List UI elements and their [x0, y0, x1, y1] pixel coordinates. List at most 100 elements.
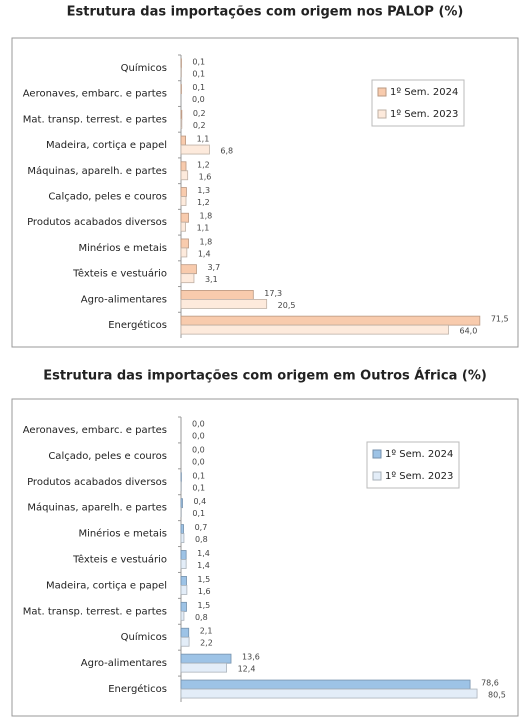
- bar: [180, 576, 187, 586]
- value-label: 1,5: [198, 601, 211, 610]
- value-label: 1,2: [197, 198, 210, 207]
- value-label: 0,0: [192, 95, 205, 104]
- value-label: 0,1: [192, 69, 205, 78]
- value-label: 1,8: [200, 212, 213, 221]
- value-label: 0,0: [192, 419, 205, 428]
- value-label: 1,1: [197, 224, 210, 233]
- category-label: Têxteis e vestuário: [72, 268, 167, 280]
- bar: [180, 273, 195, 284]
- bar: [180, 498, 183, 509]
- category-label: Agro-alimentares: [81, 658, 167, 669]
- category-label: Agro-alimentares: [81, 294, 167, 305]
- value-label: 80,5: [488, 691, 506, 700]
- category-label: Aeronaves, embarc. e partes: [23, 425, 167, 436]
- bar: [180, 247, 188, 258]
- bar: [180, 221, 186, 232]
- chart-title: Estrutura das importações com origem nos…: [67, 5, 464, 20]
- value-label: 3,1: [205, 275, 218, 284]
- bar: [180, 679, 471, 690]
- category-label: Minérios e metais: [78, 528, 167, 540]
- bar: [180, 610, 185, 621]
- bar: [180, 524, 184, 534]
- value-label: 1,5: [198, 575, 211, 584]
- legend-label: 1º Sem. 2023: [385, 471, 453, 482]
- value-label: 12,4: [238, 665, 256, 674]
- category-label: Calçado, peles e couros: [48, 451, 167, 462]
- legend-box: [366, 441, 460, 489]
- value-label: 0,0: [192, 431, 205, 440]
- bar: [180, 264, 197, 275]
- bar: [180, 653, 232, 664]
- value-label: 0,1: [192, 483, 205, 492]
- bar: [180, 550, 187, 560]
- category-label: Químicos: [121, 631, 167, 643]
- value-label: 64,0: [459, 327, 477, 336]
- bar: [180, 187, 187, 197]
- bar: [180, 299, 268, 309]
- category-label: Aeronaves, embarc. e partes: [23, 89, 167, 100]
- value-label: 0,1: [192, 57, 205, 66]
- value-label: 0,4: [193, 497, 206, 506]
- value-label: 1,4: [198, 249, 211, 258]
- bar: [180, 601, 187, 612]
- category-label: Minérios e metais: [78, 242, 167, 254]
- value-label: 1,4: [197, 561, 210, 570]
- value-label: 0,1: [192, 471, 205, 480]
- bar: [180, 196, 187, 206]
- bar: [180, 238, 189, 249]
- bar: [180, 144, 210, 155]
- value-label: 0,0: [192, 445, 205, 454]
- legend-swatch: [377, 109, 387, 119]
- bar: [180, 118, 183, 129]
- bar: [180, 688, 478, 699]
- legend-box: [371, 79, 465, 127]
- category-label: Madeira, cortiça e papel: [46, 140, 167, 151]
- value-label: 1,6: [198, 587, 211, 596]
- value-label: 78,6: [481, 679, 499, 688]
- category-label: Máquinas, aparelh. e partes: [27, 165, 167, 177]
- value-label: 1,8: [200, 237, 213, 246]
- value-label: 2,2: [200, 639, 213, 648]
- value-label: 71,5: [491, 315, 509, 324]
- category-label: Energéticos: [108, 683, 167, 695]
- value-label: 0,2: [193, 121, 206, 130]
- legend-label: 1º Sem. 2024: [390, 87, 458, 98]
- category-label: Têxteis e vestuário: [72, 554, 167, 566]
- legend-swatch: [372, 471, 382, 481]
- value-label: 0,1: [192, 509, 205, 518]
- bar: [180, 161, 187, 172]
- category-label: Mat. transp. terrest. e partes: [23, 114, 167, 125]
- bar: [180, 559, 187, 569]
- category-label: Energéticos: [108, 319, 167, 331]
- value-label: 0,8: [195, 535, 208, 544]
- chart-title: Estrutura das importações com origem em …: [43, 368, 487, 384]
- value-label: 1,4: [197, 549, 210, 558]
- category-label: Químicos: [121, 62, 167, 74]
- value-label: 0,2: [193, 109, 206, 118]
- category-label: Madeira, cortiça e papel: [46, 580, 167, 591]
- value-label: 6,8: [220, 147, 233, 156]
- value-label: 13,6: [242, 653, 260, 662]
- value-label: 1,6: [199, 172, 212, 181]
- legend-swatch: [377, 87, 387, 97]
- bar: [180, 533, 185, 543]
- legend-label: 1º Sem. 2023: [390, 109, 458, 120]
- bar: [180, 627, 190, 638]
- bar: [180, 662, 228, 673]
- bar: [180, 636, 190, 647]
- legend-label: 1º Sem. 2024: [385, 449, 453, 460]
- bar: [180, 290, 254, 300]
- category-label: Produtos acabados diversos: [27, 217, 167, 228]
- legend-swatch: [372, 449, 382, 459]
- value-label: 3,7: [207, 263, 220, 272]
- bar: [180, 324, 449, 335]
- category-label: Mat. transp. terrest. e partes: [23, 606, 167, 617]
- value-label: 20,5: [278, 301, 296, 310]
- value-label: 2,1: [200, 627, 213, 636]
- value-label: 1,3: [197, 186, 210, 195]
- bar: [180, 585, 188, 595]
- value-label: 0,0: [192, 457, 205, 466]
- value-label: 1,2: [197, 160, 210, 169]
- category-label: Calçado, peles e couros: [48, 192, 167, 203]
